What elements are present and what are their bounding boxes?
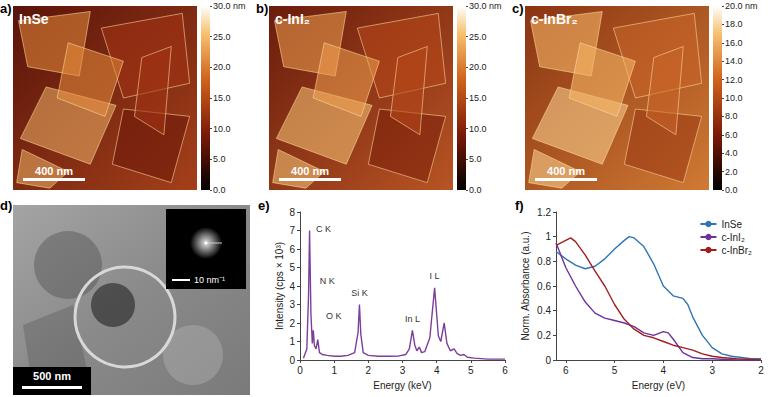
- svg-text:30.0 nm: 30.0 nm: [469, 1, 502, 11]
- svg-text:3: 3: [289, 299, 295, 310]
- svg-text:e): e): [258, 198, 270, 213]
- svg-text:5: 5: [289, 262, 295, 273]
- svg-text:15.0: 15.0: [213, 93, 231, 103]
- svg-text:400 nm: 400 nm: [547, 165, 585, 177]
- svg-text:10.0: 10.0: [725, 93, 743, 103]
- svg-text:2: 2: [758, 365, 764, 376]
- svg-text:0.4: 0.4: [537, 305, 551, 316]
- svg-text:1.2: 1.2: [537, 207, 551, 218]
- svg-text:5.0: 5.0: [469, 154, 482, 164]
- svg-text:c-InI₂: c-InI₂: [721, 232, 744, 243]
- svg-text:20.0: 20.0: [213, 62, 231, 72]
- svg-text:400 nm: 400 nm: [35, 165, 73, 177]
- svg-text:C K: C K: [316, 224, 331, 234]
- svg-text:18.0: 18.0: [725, 19, 743, 29]
- svg-text:30.0 nm: 30.0 nm: [213, 1, 246, 11]
- svg-text:4: 4: [434, 365, 440, 376]
- svg-text:0: 0: [297, 365, 303, 376]
- svg-text:d): d): [0, 198, 12, 213]
- svg-text:6: 6: [502, 365, 508, 376]
- svg-text:10 nm⁻¹: 10 nm⁻¹: [194, 275, 225, 285]
- svg-text:0: 0: [545, 355, 551, 366]
- svg-text:25.0: 25.0: [213, 32, 231, 42]
- svg-text:6.0: 6.0: [725, 130, 738, 140]
- svg-text:4: 4: [289, 281, 295, 292]
- svg-text:0.0: 0.0: [469, 185, 482, 195]
- svg-text:f): f): [515, 198, 524, 213]
- svg-text:In L: In L: [405, 314, 420, 324]
- svg-text:25.0: 25.0: [469, 32, 487, 42]
- svg-text:1: 1: [289, 336, 295, 347]
- svg-text:400 nm: 400 nm: [291, 165, 329, 177]
- svg-text:2.0: 2.0: [725, 167, 738, 177]
- svg-text:InSe: InSe: [19, 11, 49, 27]
- svg-text:2: 2: [366, 365, 372, 376]
- svg-text:Si K: Si K: [351, 288, 368, 298]
- svg-text:O K: O K: [326, 311, 342, 321]
- svg-text:3: 3: [400, 365, 406, 376]
- svg-text:6: 6: [563, 365, 569, 376]
- svg-text:14.0: 14.0: [725, 56, 743, 66]
- svg-text:Energy (keV): Energy (keV): [373, 380, 431, 391]
- svg-text:20.0 nm: 20.0 nm: [725, 1, 758, 11]
- svg-text:0.0: 0.0: [213, 185, 226, 195]
- svg-text:0: 0: [289, 355, 295, 366]
- svg-text:0.0: 0.0: [725, 185, 738, 195]
- svg-text:5.0: 5.0: [213, 154, 226, 164]
- svg-text:4: 4: [661, 365, 667, 376]
- svg-text:7: 7: [289, 225, 295, 236]
- svg-text:8: 8: [289, 207, 295, 218]
- svg-text:c-InI₂: c-InI₂: [275, 11, 310, 27]
- svg-text:Energy (eV): Energy (eV): [632, 380, 685, 391]
- svg-text:15.0: 15.0: [469, 93, 487, 103]
- svg-text:1: 1: [331, 365, 337, 376]
- svg-text:0.6: 0.6: [537, 281, 551, 292]
- svg-text:500 nm: 500 nm: [33, 370, 71, 382]
- svg-text:InSe: InSe: [721, 219, 742, 230]
- svg-text:Norm. Absorbance (a.u.): Norm. Absorbance (a.u.): [520, 232, 531, 341]
- svg-text:20.0: 20.0: [469, 62, 487, 72]
- svg-text:c-InBr₂: c-InBr₂: [531, 11, 578, 27]
- svg-text:Intensity (cps × 10³): Intensity (cps × 10³): [274, 242, 285, 330]
- svg-text:4.0: 4.0: [725, 148, 738, 158]
- svg-text:10.0: 10.0: [469, 124, 487, 134]
- svg-text:c): c): [512, 1, 524, 16]
- svg-text:5: 5: [612, 365, 618, 376]
- svg-text:16.0: 16.0: [725, 38, 743, 48]
- svg-text:I L: I L: [430, 271, 440, 281]
- svg-text:10.0: 10.0: [213, 124, 231, 134]
- svg-text:N K: N K: [320, 276, 335, 286]
- svg-text:3: 3: [709, 365, 715, 376]
- svg-text:12.0: 12.0: [725, 75, 743, 85]
- svg-text:b): b): [256, 1, 268, 16]
- svg-text:1: 1: [545, 231, 551, 242]
- svg-text:a): a): [0, 1, 12, 16]
- svg-text:c-InBr₂: c-InBr₂: [721, 245, 752, 256]
- svg-text:2: 2: [289, 318, 295, 329]
- svg-text:6: 6: [289, 244, 295, 255]
- svg-text:0.8: 0.8: [537, 256, 551, 267]
- svg-text:0.2: 0.2: [537, 330, 551, 341]
- svg-text:5: 5: [468, 365, 474, 376]
- svg-text:8.0: 8.0: [725, 111, 738, 121]
